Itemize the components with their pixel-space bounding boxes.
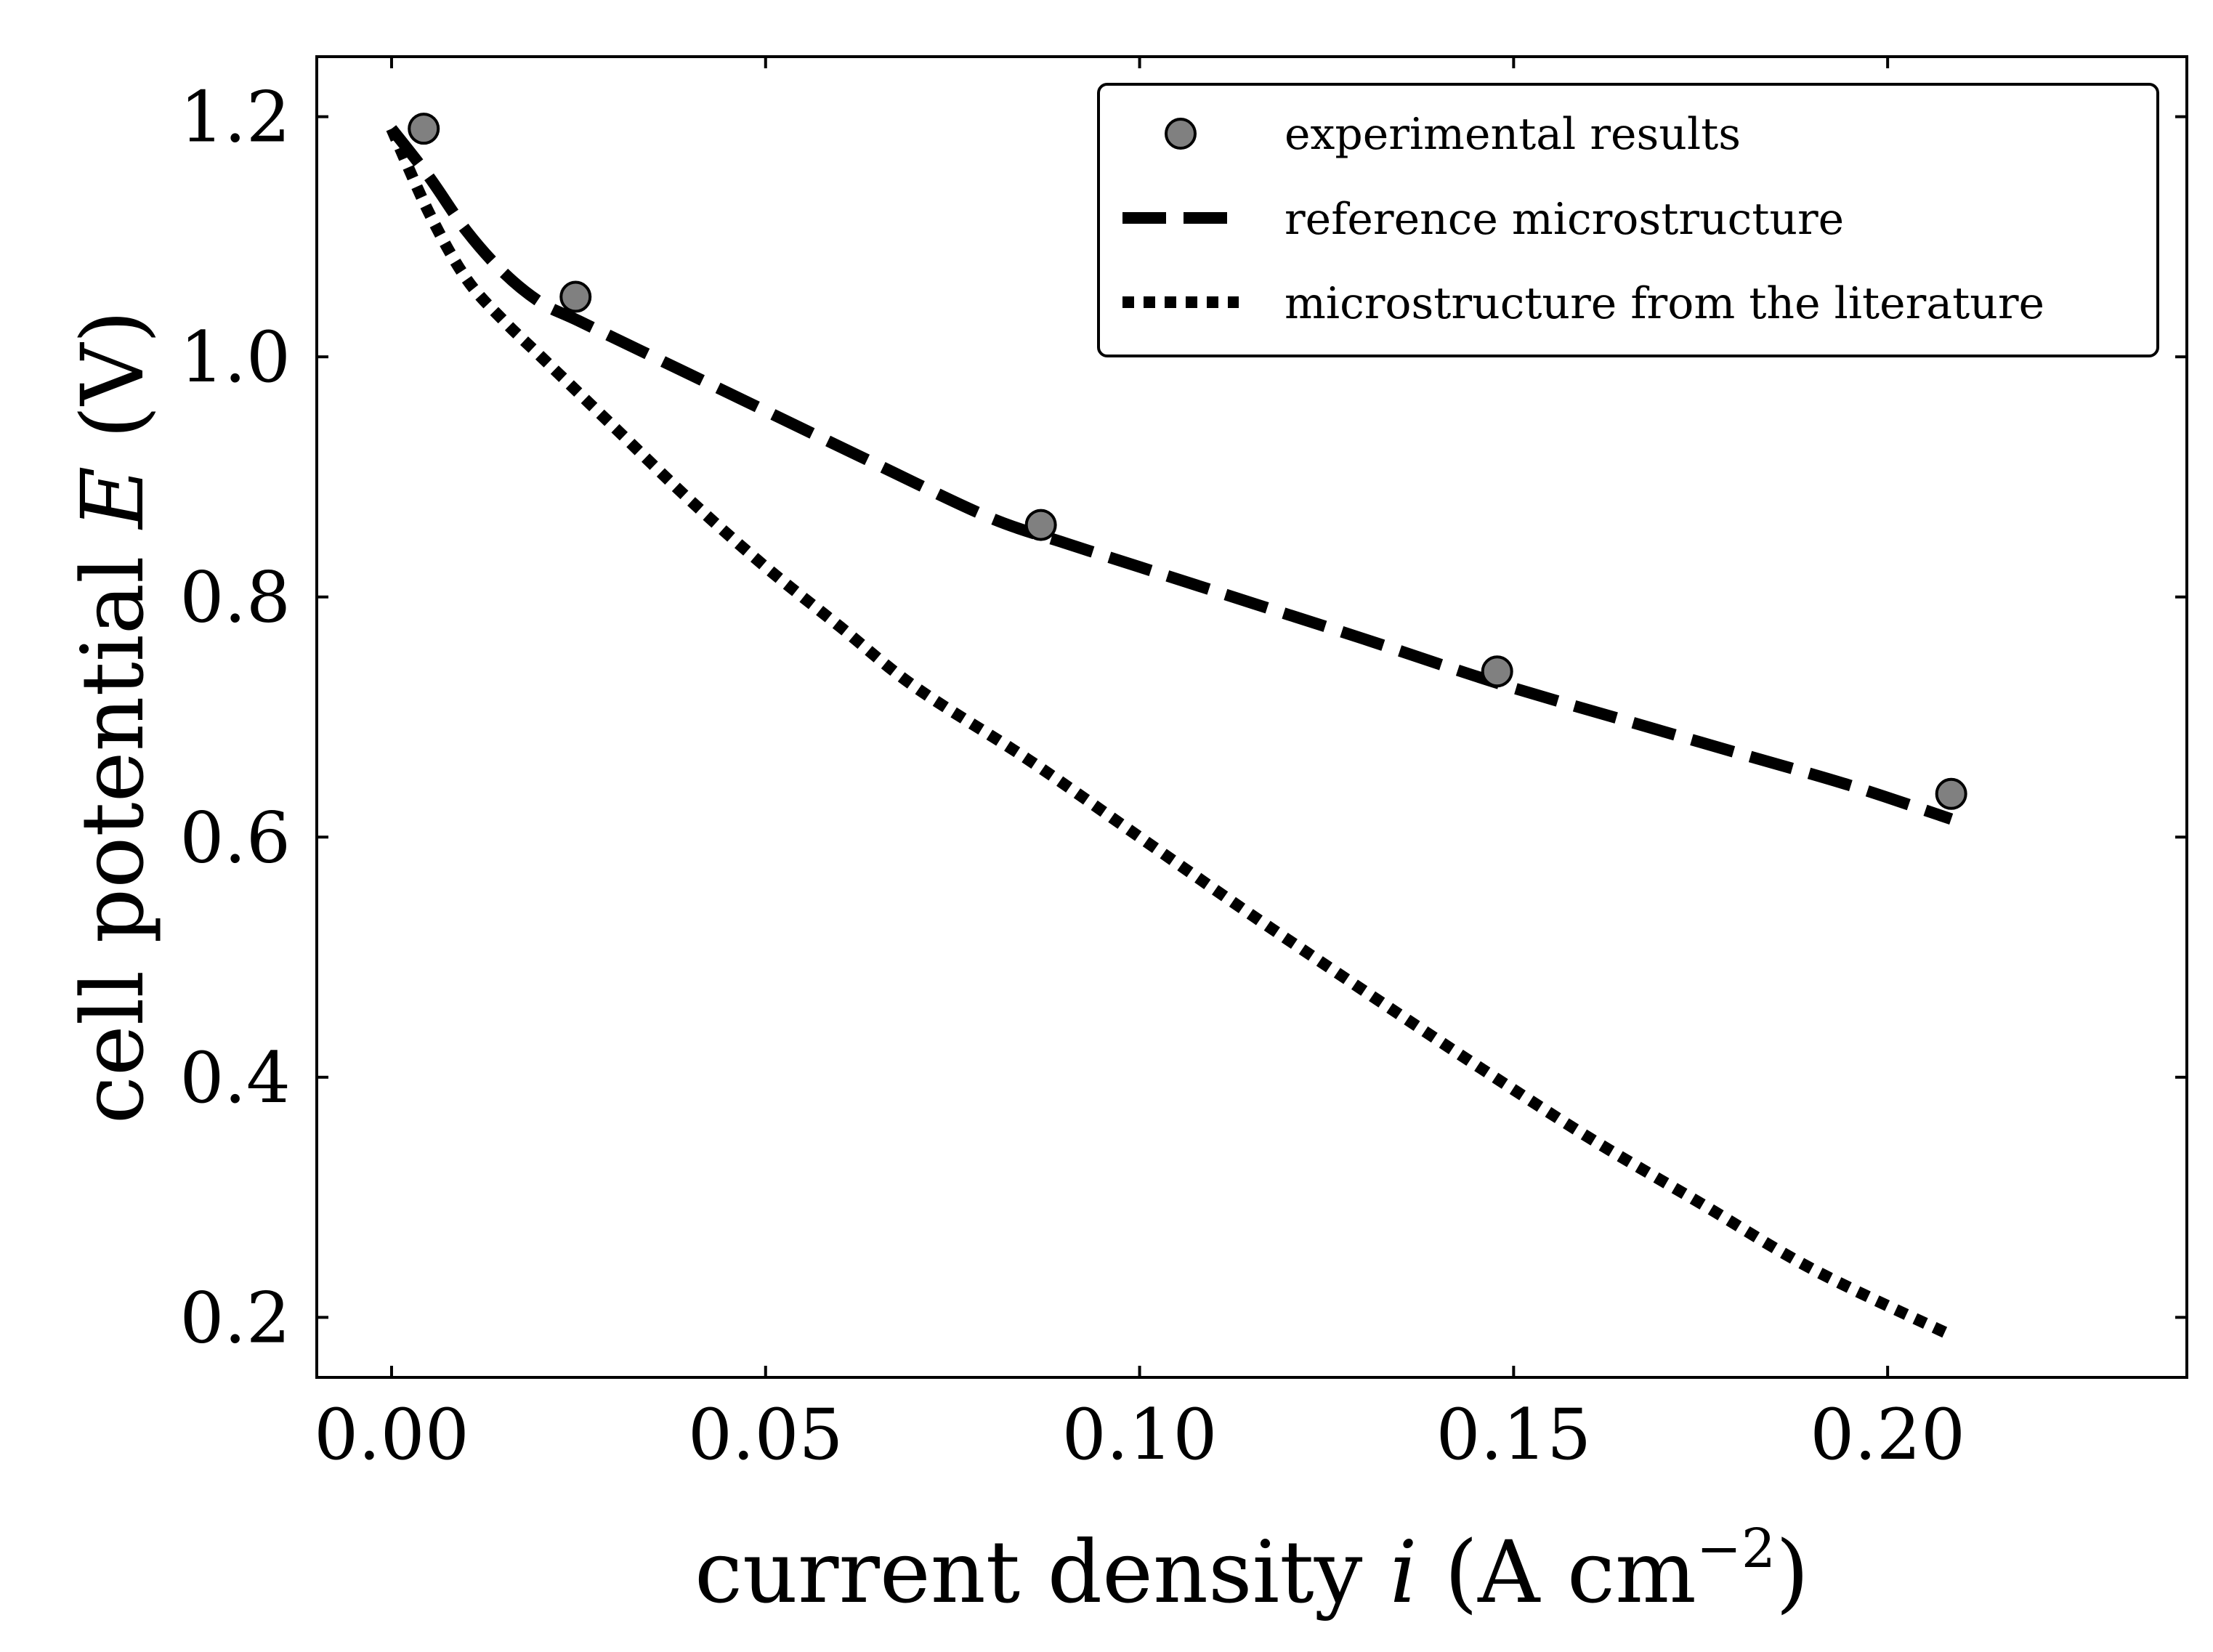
y-tick-label: 0.8 [179,557,291,639]
x-tick-label: 0.05 [688,1394,843,1475]
data-point-experimental [559,280,592,313]
series-line-reference [387,125,1954,825]
legend-label-experimental: experimental results [1284,109,1741,160]
series-layer [386,113,1967,1341]
data-point-experimental [1481,655,1513,688]
y-tick-label: 1.0 [179,317,291,398]
y-tick-label: 1.2 [179,77,291,158]
y-axis-title-units: (V) [62,310,163,466]
y-axis-title-prefix: cell potential [62,529,163,1125]
data-point-experimental [408,113,440,145]
x-tick-label: 0.00 [314,1394,469,1475]
data-point-experimental [1024,509,1057,541]
x-axis-title: current density i (A cm−2) [695,1518,1809,1622]
y-tick-label: 0.6 [179,797,291,878]
y-axis-title-variable: E [62,466,163,530]
x-axis-title-prefix: current density [695,1522,1390,1622]
legend-label-literature: microstructure from the literature [1284,278,2044,329]
legend-box [1097,83,2159,357]
y-tick-label: 0.4 [179,1037,291,1119]
x-tick-label: 0.15 [1436,1394,1591,1475]
y-axis-title: cell potential E (V) [62,310,163,1124]
legend: experimental results reference microstru… [1097,83,2159,357]
plot-frame [315,55,2188,1379]
legend-label-reference: reference microstructure [1284,194,1844,245]
legend-marker-experimental [1165,118,1197,150]
x-axis-title-units: (A cm [1417,1522,1696,1622]
x-tick-label: 0.20 [1810,1394,1965,1475]
x-axis-title-close: ) [1776,1522,1809,1622]
tick-layer: 0.00 0.05 0.10 0.15 0.20 0.2 0.4 0.6 0.8 1.0 1.2 [179,57,2187,1475]
data-point-experimental [1935,777,1967,810]
x-axis-title-variable: i [1390,1522,1417,1622]
series-line-literature [386,126,1954,1341]
x-tick-label: 0.10 [1062,1394,1218,1475]
y-tick-label: 0.2 [179,1277,291,1359]
x-axis-title-exponent: −2 [1696,1518,1776,1580]
